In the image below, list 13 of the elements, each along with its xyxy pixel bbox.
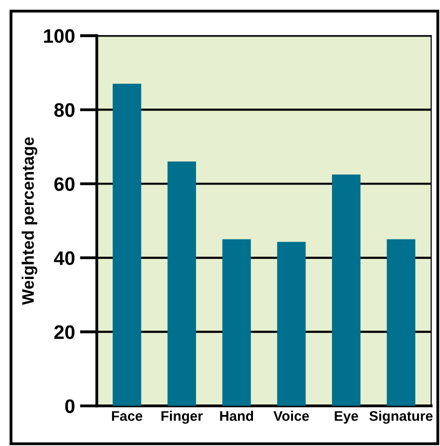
x-tick-label: Hand xyxy=(220,410,254,421)
x-tick-label: Finger xyxy=(161,410,203,424)
x-tick-label: Signature xyxy=(369,410,433,424)
y-axis-title: Weighted percentage xyxy=(22,137,38,305)
y-tick-label: 40 xyxy=(54,251,74,266)
y-tick-label: 60 xyxy=(54,177,74,191)
y-tick-label: 20 xyxy=(54,325,74,340)
y-tick-label: 100 xyxy=(44,29,74,43)
y-tick-label: 80 xyxy=(54,103,74,117)
x-tick-label: Eye xyxy=(334,411,358,424)
y-tick-label: 0 xyxy=(65,399,74,414)
x-tick-label: Face xyxy=(112,411,142,421)
x-tick-label: Voice xyxy=(273,410,309,421)
